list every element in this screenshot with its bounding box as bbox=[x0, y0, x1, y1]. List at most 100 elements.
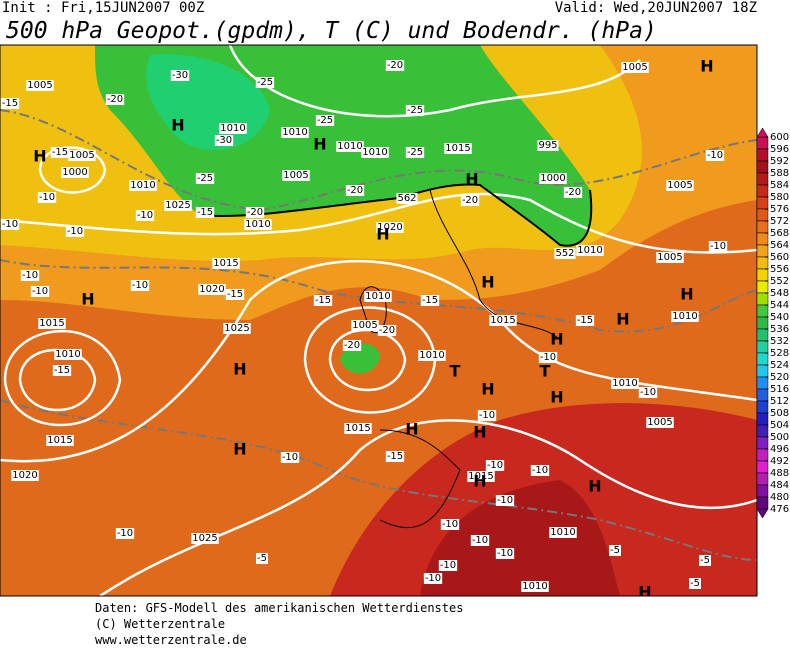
label-box bbox=[212, 258, 240, 269]
contour-value: 1010 bbox=[282, 127, 307, 138]
contour-value: 1020 bbox=[377, 222, 402, 233]
label-box bbox=[129, 180, 157, 191]
contour-value: -10 bbox=[707, 150, 723, 161]
contour-label: -10 bbox=[0, 219, 20, 230]
colorbar-segment bbox=[756, 256, 769, 270]
contour-label: 1015 bbox=[489, 315, 517, 326]
contour-label: -10 bbox=[130, 280, 150, 291]
contour-value: -20 bbox=[107, 94, 123, 105]
contour-value: 1015 bbox=[345, 423, 370, 434]
contour-value: 1010 bbox=[245, 219, 270, 230]
contour-value: 1005 bbox=[667, 180, 692, 191]
contour-value: 1010 bbox=[130, 180, 155, 191]
center-letter: H bbox=[313, 135, 326, 154]
contour-label: -25 bbox=[315, 115, 335, 126]
contour-label: -5 bbox=[699, 555, 711, 566]
contour-label: -15 bbox=[52, 365, 72, 376]
label-box bbox=[313, 295, 333, 306]
label-box bbox=[26, 80, 54, 91]
label-box bbox=[315, 115, 335, 126]
contour-value: -5 bbox=[257, 553, 267, 564]
label-box bbox=[344, 423, 372, 434]
contour-value: 1025 bbox=[192, 533, 217, 544]
contour-label: 1010 bbox=[281, 127, 309, 138]
center-letter: H bbox=[616, 310, 629, 329]
contour-value: -5 bbox=[690, 578, 700, 589]
label-box bbox=[245, 207, 265, 218]
colorbar-arrow-bottom bbox=[756, 508, 769, 519]
colorbar-label: 596 bbox=[770, 144, 789, 155]
contour-value: -10 bbox=[117, 528, 133, 539]
contour-label: -20 bbox=[105, 94, 125, 105]
center-letter: H bbox=[376, 225, 389, 244]
label-box bbox=[345, 185, 365, 196]
label-box bbox=[530, 465, 550, 476]
contour-value: 1025 bbox=[165, 200, 190, 211]
contour-value: -30 bbox=[172, 70, 188, 81]
colorbar-label: 484 bbox=[770, 480, 789, 491]
contour-value: -15 bbox=[2, 98, 18, 109]
label-box bbox=[444, 143, 472, 154]
colorbar-label: 532 bbox=[770, 336, 789, 347]
footer-line: www.wetterzentrale.de bbox=[95, 633, 247, 647]
contour-value: 1005 bbox=[622, 62, 647, 73]
colorbar-segment bbox=[756, 316, 769, 330]
label-box bbox=[705, 150, 725, 161]
label-box bbox=[521, 581, 549, 592]
footer-line: (C) Wetterzentrale bbox=[95, 617, 225, 631]
contour-label: 1010 bbox=[418, 350, 446, 361]
label-box bbox=[621, 62, 649, 73]
colorbar-label: 476 bbox=[770, 504, 789, 515]
contour-label: 1015 bbox=[38, 318, 66, 329]
contour-label: -10 bbox=[135, 210, 155, 221]
contour-label: -10 bbox=[495, 548, 515, 559]
label-box bbox=[214, 135, 234, 146]
label-box bbox=[68, 150, 96, 161]
contour-label: -10 bbox=[477, 410, 497, 421]
contour-label: -20 bbox=[563, 187, 583, 198]
colorbar-segment bbox=[756, 148, 769, 162]
center-letter: H bbox=[81, 290, 94, 309]
colorbar-segment bbox=[756, 412, 769, 426]
pressure-center: H bbox=[313, 135, 326, 154]
isobars bbox=[0, 45, 757, 596]
colorbar-segment bbox=[756, 364, 769, 378]
colorbar-label: 480 bbox=[770, 492, 789, 503]
colorbar-segment bbox=[756, 280, 769, 294]
label-box bbox=[495, 495, 515, 506]
center-letter: H bbox=[233, 440, 246, 459]
contour-value: 562 bbox=[397, 193, 416, 204]
center-letter: H bbox=[700, 57, 713, 76]
contour-value: -20 bbox=[379, 325, 395, 336]
contour-value: 1010 bbox=[220, 123, 245, 134]
contour-value: 1020 bbox=[12, 470, 37, 481]
contour-value: -20 bbox=[247, 207, 263, 218]
label-box bbox=[280, 452, 300, 463]
pressure-center: H bbox=[588, 477, 601, 496]
contour-label: 1025 bbox=[223, 323, 251, 334]
contour-value: -30 bbox=[216, 135, 232, 146]
label-box bbox=[385, 451, 405, 462]
contour-label: 1015 bbox=[344, 423, 372, 434]
contour-value: 995 bbox=[538, 140, 557, 151]
contour-label: 1010 bbox=[549, 527, 577, 538]
label-box bbox=[336, 141, 364, 152]
center-letter: H bbox=[405, 420, 418, 439]
contour-value: 1010 bbox=[55, 349, 80, 360]
pressure-center: H bbox=[473, 472, 486, 491]
center-letter: H bbox=[588, 477, 601, 496]
label-box bbox=[385, 60, 405, 71]
label-box bbox=[440, 519, 460, 530]
contour-label: -20 bbox=[345, 185, 365, 196]
contour-label: 1025 bbox=[164, 200, 192, 211]
colorbar-segment bbox=[756, 340, 769, 354]
contour-label: -10 bbox=[708, 241, 728, 252]
colorbar-segment bbox=[756, 436, 769, 450]
contour-label: -10 bbox=[440, 519, 460, 530]
label-box bbox=[405, 147, 425, 158]
colorbar-label: 560 bbox=[770, 252, 789, 263]
pressure-center: H bbox=[81, 290, 94, 309]
contour-label: -15 bbox=[313, 295, 333, 306]
label-box bbox=[61, 167, 89, 178]
colorbar-segment bbox=[756, 244, 769, 258]
